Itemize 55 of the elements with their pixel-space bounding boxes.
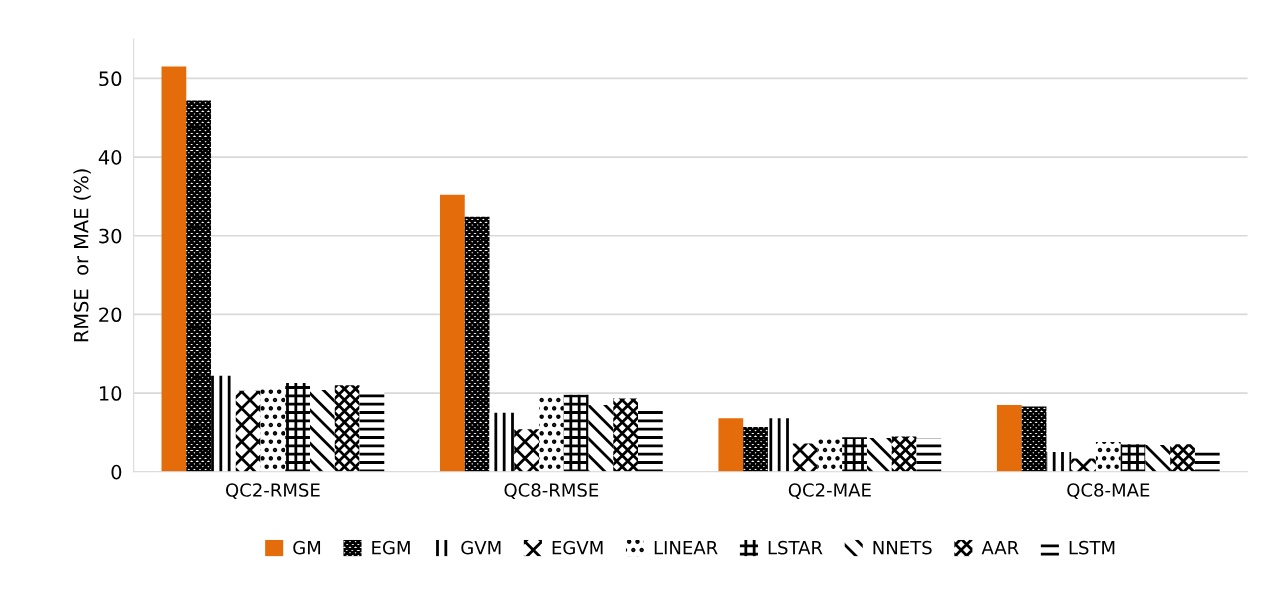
bar	[464, 216, 490, 472]
bar	[563, 394, 589, 472]
x-tick-label: QC8-MAE	[1067, 483, 1150, 499]
bar	[792, 443, 818, 472]
bar	[891, 436, 917, 472]
bar	[916, 438, 942, 472]
bar	[285, 382, 311, 472]
legend-label: AAR	[981, 541, 1019, 555]
x-tick-label: QC8-RMSE	[504, 483, 599, 499]
bar	[260, 386, 286, 472]
bar	[718, 418, 744, 472]
bar	[743, 426, 768, 472]
bar	[1021, 406, 1047, 472]
bar	[1095, 441, 1121, 472]
bar	[489, 412, 515, 472]
y-axis-title: RMSE or MAE (%)	[73, 169, 91, 342]
y-tick-label: 30	[99, 228, 122, 244]
bar	[1170, 444, 1195, 472]
x-tick-label: QC2-MAE	[788, 483, 871, 499]
y-tick-label: 50	[99, 71, 122, 87]
bar	[588, 404, 614, 472]
bar	[439, 194, 465, 472]
bar	[359, 391, 385, 472]
bar	[996, 404, 1022, 472]
bar	[817, 437, 843, 472]
legend-label: LSTAR	[768, 540, 823, 555]
bar	[1120, 444, 1146, 472]
bar	[842, 437, 867, 472]
y-tick-label: 10	[99, 386, 122, 401]
legend-label: LINEAR	[654, 541, 718, 555]
bar	[638, 408, 663, 472]
bar	[1071, 458, 1096, 472]
bar	[538, 394, 564, 472]
bar	[613, 398, 638, 472]
bar	[235, 390, 261, 472]
legend-label: EGM	[372, 540, 410, 555]
x-tick-label: QC2-RMSE	[226, 483, 320, 499]
legend-label: GM	[293, 540, 321, 555]
bar	[161, 66, 187, 472]
bar	[866, 437, 892, 472]
bar	[186, 100, 212, 472]
legend-label: GVM	[461, 540, 501, 555]
bar	[310, 389, 335, 472]
legend-label: NNETS	[873, 540, 932, 555]
y-tick-label: 0	[111, 464, 122, 480]
y-tick-label: 20	[99, 307, 122, 323]
y-tick-label: 40	[98, 150, 122, 165]
bar	[1194, 448, 1220, 472]
bar	[334, 385, 360, 472]
legend-label: EGVM	[552, 540, 603, 555]
bar	[1046, 452, 1072, 472]
bar	[1145, 445, 1171, 472]
bar	[514, 429, 539, 472]
legend-label: LSTM	[1069, 540, 1115, 555]
bar	[211, 375, 236, 472]
